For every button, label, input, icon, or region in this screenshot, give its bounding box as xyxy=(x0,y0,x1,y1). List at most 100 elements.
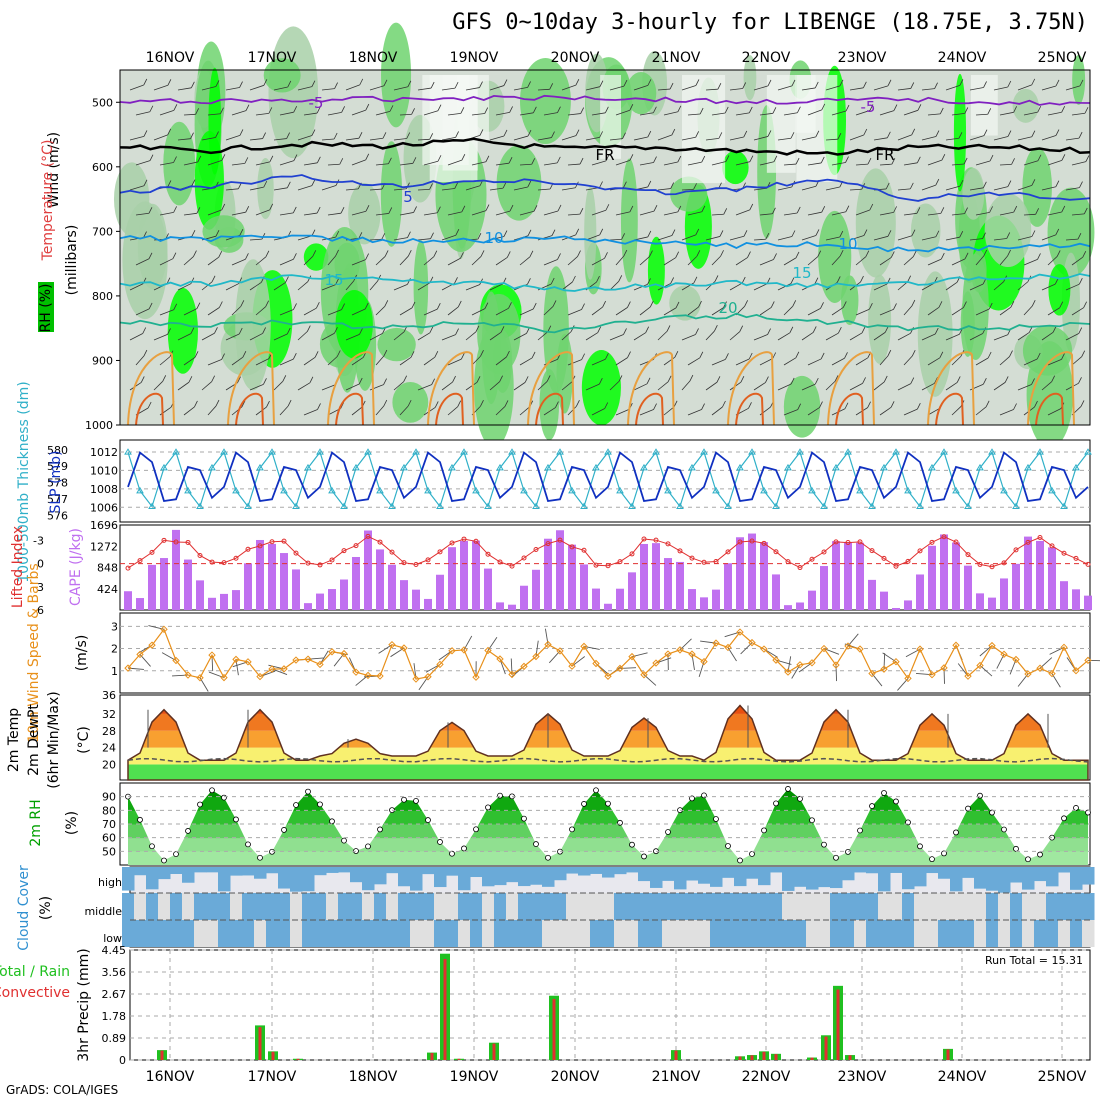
upper-wind-barb-flag xyxy=(742,82,747,89)
precip-conv-bar xyxy=(492,1043,496,1060)
cloud-high-cell xyxy=(338,867,351,873)
upper-wind-barb xyxy=(897,88,911,91)
upper-wind-barb xyxy=(921,88,935,91)
upper-wind-barb xyxy=(345,334,360,341)
upper-wind-barb xyxy=(567,163,581,166)
cape-bar xyxy=(592,588,600,610)
upper-wind-barb-flag xyxy=(739,325,744,332)
upper-wind-barb xyxy=(831,307,844,316)
upper-wind-barb xyxy=(615,211,630,216)
rh-blob xyxy=(303,243,329,271)
upper-wind-barb xyxy=(1023,259,1038,266)
contour--5 xyxy=(119,94,1091,106)
upper-wind-barb xyxy=(639,112,654,116)
upper-wind-barb-flag xyxy=(245,205,250,213)
temp-outline xyxy=(127,704,1089,781)
li-path xyxy=(127,535,1089,569)
upper-wind-barb-flag xyxy=(221,353,225,360)
upper-wind-barb-flag xyxy=(529,250,534,257)
cloud-high-cell xyxy=(854,867,867,873)
upper-wind-barb xyxy=(585,136,600,141)
upper-wind-barb-flag xyxy=(384,250,389,257)
upper-wind-barb xyxy=(369,280,378,291)
upper-wind-barb-flag xyxy=(722,400,726,408)
upper-wind-barb xyxy=(369,188,383,191)
cape-bar xyxy=(580,564,588,610)
upper-wind-barb xyxy=(129,185,145,191)
cloud-low-cell xyxy=(854,920,867,947)
upper-wind-barb-flag xyxy=(581,303,585,310)
upper-wind-barb xyxy=(873,381,885,391)
upper-wind-barb-flag xyxy=(147,401,152,409)
li-marker xyxy=(677,548,683,554)
upper-wind-barb-flag xyxy=(358,377,363,385)
upper-wind-barb xyxy=(375,306,386,316)
upper-wind-barb xyxy=(279,160,295,166)
upper-wind-barb-flag xyxy=(1013,403,1017,410)
thickness-marker xyxy=(808,486,816,494)
wind-speed-marker xyxy=(676,646,684,654)
wind-speed-marker xyxy=(472,673,480,681)
upper-wind-barb xyxy=(927,113,941,116)
cape-bar xyxy=(568,544,576,610)
thickness-marker xyxy=(952,486,960,494)
rh-marker xyxy=(845,849,851,855)
rh-marker xyxy=(917,843,923,850)
upper-wind-barb-flag xyxy=(142,327,147,334)
upper-wind-barb-flag xyxy=(1004,376,1009,383)
upper-wind-barb-flag xyxy=(197,155,202,163)
upper-wind-barb xyxy=(711,112,726,116)
cloud-middle-cell xyxy=(446,893,459,920)
upper-wind-barb xyxy=(201,86,217,91)
rh-marker xyxy=(305,788,311,795)
upper-wind-barb-flag xyxy=(939,351,944,358)
upper-wind-barb xyxy=(975,308,990,316)
upper-wind-barb xyxy=(849,134,864,141)
upper-wind-barb-flag xyxy=(167,328,171,335)
upper-wind-barb xyxy=(951,307,964,316)
temp-tick-top: 36 xyxy=(102,689,116,702)
upper-wind-barb-flag xyxy=(431,378,436,385)
cloud-high-cell xyxy=(206,867,219,873)
upper-wind-barb-flag xyxy=(938,301,943,308)
upper-wind-barb-flag xyxy=(194,400,198,408)
rh-marker xyxy=(785,786,791,792)
upper-wind-barb-flag xyxy=(143,179,148,186)
rh-marker xyxy=(233,816,239,823)
upper-wind-barb xyxy=(657,235,673,241)
upper-wind-barb xyxy=(945,137,960,141)
upper-wind-barb xyxy=(351,159,366,166)
upper-wind-barb xyxy=(297,135,313,141)
wind-speed-marker xyxy=(172,656,180,665)
wind-barb xyxy=(740,642,753,655)
upper-wind-barb xyxy=(921,236,936,241)
contour-label: FR xyxy=(595,146,614,164)
contour-20 xyxy=(119,312,1091,334)
thk-tick-576: 576 xyxy=(47,509,68,522)
li-marker xyxy=(545,541,551,547)
cloud-low-cell xyxy=(566,920,579,947)
cape-bar xyxy=(724,563,732,610)
cape-bar xyxy=(772,574,780,610)
upper-wind-barb-flag xyxy=(893,104,898,111)
upper-wind-barb-flag xyxy=(454,277,458,284)
upper-wind-barb-flag xyxy=(844,352,848,359)
upper-wind-barb-flag xyxy=(596,275,600,283)
upper-wind-barb xyxy=(201,381,212,391)
wind-speed-marker xyxy=(640,671,648,679)
cloud-middle-cell xyxy=(542,893,555,920)
upper-wind-barb-flag xyxy=(341,303,345,310)
upper-wind-barb xyxy=(639,306,651,316)
upper-wind-barb xyxy=(303,256,314,266)
upper-wind-barb-flag xyxy=(983,378,987,385)
li-marker xyxy=(953,539,959,545)
upper-wind-barb xyxy=(279,111,294,116)
upper-wind-barb-flag xyxy=(907,275,912,282)
upper-wind-barb xyxy=(657,188,671,191)
rh-marker xyxy=(173,851,179,858)
upper-wind-barb xyxy=(711,406,723,416)
temp-band xyxy=(128,764,1088,780)
upper-wind-barb-flag xyxy=(964,107,969,114)
upper-wind-barb-flag xyxy=(1078,278,1083,285)
upper-wind-barb xyxy=(375,213,389,216)
